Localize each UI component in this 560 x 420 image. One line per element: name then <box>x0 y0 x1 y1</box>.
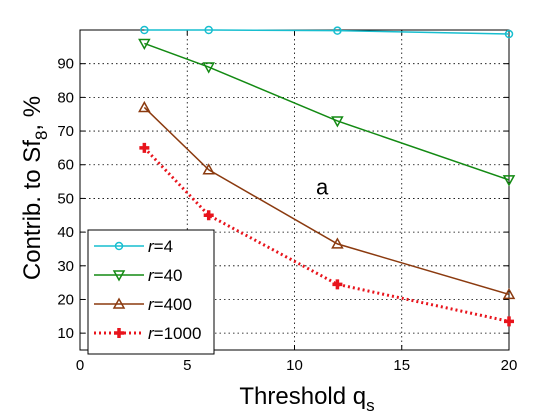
data-point <box>333 26 342 35</box>
y-axis-label: Contrib. to Sf8, % <box>19 96 51 280</box>
legend-marker <box>114 241 124 251</box>
data-point <box>138 100 151 113</box>
legend-label-value: =400 <box>154 295 192 314</box>
data-point <box>203 210 214 221</box>
data-point <box>140 25 149 35</box>
data-point <box>502 175 516 187</box>
series-line <box>143 106 510 296</box>
legend-item: r=1000 <box>94 324 201 343</box>
y-tick-label: 60 <box>57 157 74 174</box>
legend-label-value: =40 <box>154 266 183 285</box>
y-tick-label: 90 <box>57 56 74 73</box>
legend-label: r=400 <box>148 295 192 314</box>
data-point <box>138 38 151 51</box>
data-point <box>331 116 344 128</box>
y-tick-label: 30 <box>57 258 74 275</box>
data-point <box>502 287 516 300</box>
legend-marker <box>114 328 124 338</box>
series-4 <box>139 142 514 327</box>
annotation: a <box>316 175 329 200</box>
legend-marker <box>112 297 126 309</box>
data-point <box>139 142 150 153</box>
y-tick-label: 20 <box>57 291 74 308</box>
legend-label-variable: r <box>148 324 155 343</box>
series-1 <box>140 25 514 39</box>
y-axis-label-suffix: , % <box>19 96 46 131</box>
data-point <box>332 279 343 290</box>
x-tick-label: 0 <box>76 357 84 374</box>
series-line <box>144 29 510 35</box>
x-tick-label: 10 <box>286 357 303 374</box>
x-tick-label: 20 <box>501 357 518 374</box>
y-axis-label-subscript: 8 <box>32 131 51 140</box>
ticks: 0 5 10 15 20 10 20 30 40 50 60 70 80 90 <box>57 30 517 374</box>
series-2 <box>138 38 516 187</box>
data-point <box>331 237 344 249</box>
series-line <box>144 42 510 181</box>
x-axis-label-subscript: s <box>366 396 375 415</box>
legend-label-value: =1000 <box>154 324 202 343</box>
y-axis-label-main: Contrib. to Sf <box>19 140 46 280</box>
series-group <box>138 25 516 327</box>
legend-item: r=400 <box>94 295 192 314</box>
x-tick-label: 15 <box>393 357 410 374</box>
y-tick-label: 40 <box>57 224 74 241</box>
legend-label: r=4 <box>148 237 173 256</box>
y-tick-label: 50 <box>57 190 74 207</box>
data-point <box>504 316 514 327</box>
data-point <box>202 62 215 74</box>
data-point <box>204 25 213 35</box>
legend-label-variable: r <box>148 266 155 285</box>
x-axis-label: Threshold qs <box>239 383 374 415</box>
x-tick-label: 5 <box>183 357 191 374</box>
y-tick-label: 80 <box>57 89 74 106</box>
series-line <box>143 146 510 323</box>
y-tick-label: 10 <box>57 325 74 342</box>
legend-label: r=1000 <box>148 324 201 343</box>
legend-label-value: =4 <box>154 237 173 256</box>
x-axis-label-main: Threshold q <box>239 383 366 410</box>
legend-label-variable: r <box>148 237 155 256</box>
legend-marker <box>112 270 126 282</box>
data-point <box>202 163 215 175</box>
legend-item: r=40 <box>94 266 183 285</box>
series-3 <box>138 100 516 300</box>
data-point <box>504 29 514 39</box>
legend-label-variable: r <box>148 295 155 314</box>
legend-label: r=40 <box>148 266 183 285</box>
y-tick-label: 70 <box>57 123 74 140</box>
legend-item: r=4 <box>94 237 173 256</box>
